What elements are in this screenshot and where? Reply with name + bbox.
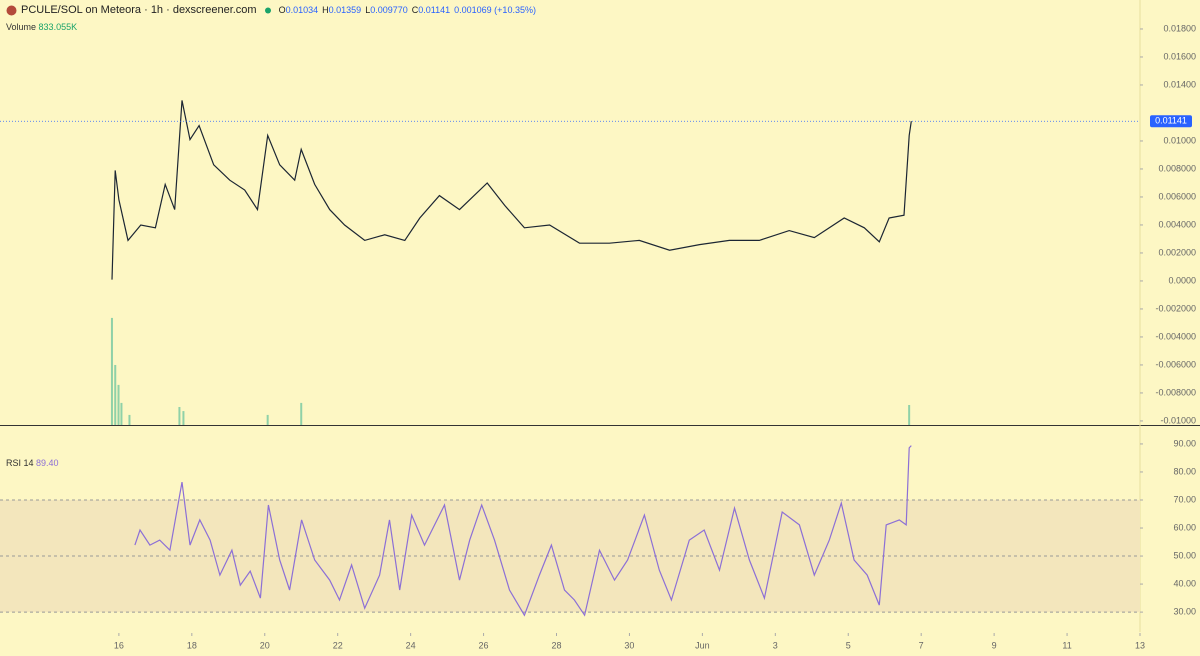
volume-bar [110,317,113,425]
y-tick-label: 60.00 [1173,522,1196,532]
y-tick-label: 70.00 [1173,494,1196,504]
y-tick-label: 0.01800 [1163,23,1196,33]
y-tick-label: -0.002000 [1155,303,1196,313]
ohlc-value: 0.01141 [418,5,451,15]
last-price-label: 0.01141 [1155,116,1187,126]
y-tick-label: 90.00 [1173,438,1196,448]
x-tick-label: 11 [1062,640,1071,650]
y-tick-label: 50.00 [1173,550,1196,560]
ohlc-value: 0.009770 [370,5,408,15]
y-tick-label: 0.002000 [1158,247,1196,257]
ohlc-label: H [322,5,329,15]
volume-bar [300,402,303,425]
y-tick-label: -0.008000 [1155,387,1196,397]
x-tick-label: 7 [919,640,924,650]
y-tick-label: 80.00 [1173,466,1196,476]
ohlc-label: O [278,5,286,15]
x-tick-label: Jun [695,640,710,650]
y-tick-label: -0.01000 [1160,415,1196,425]
x-tick-label: 20 [260,640,270,650]
y-tick-label: -0.006000 [1155,359,1196,369]
series-line [111,100,912,280]
x-tick-label: 3 [773,640,778,650]
ohlc-value: 0.01034 [285,5,319,15]
x-tick-label: 24 [406,640,416,650]
x-tick-label: 30 [624,640,634,650]
x-tick-label: 13 [1135,640,1145,650]
y-tick-label: 0.01400 [1163,79,1196,89]
status-dot [264,7,271,13]
x-tick-label: 28 [551,640,561,650]
volume-bar [266,414,269,425]
y-tick-label: 30.00 [1173,606,1196,616]
ohlc-label: L [365,5,371,15]
last-price-box [1150,115,1192,128]
ohlc-c: C0.01141 [412,5,450,15]
series-line [134,445,912,617]
y-tick-label: 0.004000 [1158,219,1196,229]
ohlc-l: L0.009770 [365,5,408,15]
y-tick-label: 0.008000 [1158,163,1196,173]
y-tick-label: -0.004000 [1155,331,1196,341]
x-tick-label: 22 [333,640,343,650]
volume-bar [120,402,123,425]
volume-value: 833.055K [38,22,78,32]
volume-bar [114,364,117,425]
x-tick-label: 9 [992,640,997,650]
y-tick-label: 0.0000 [1168,275,1196,285]
ohlc-value: 0.01359 [328,5,362,15]
volume-bar [117,384,120,425]
x-tick-label: 16 [114,640,124,650]
ohlc-o: O0.01034 [279,5,319,15]
title: PCULE/SOL on Meteora · 1h · dexscreener.… [21,4,257,16]
volume-legend: Volume 833.055K [6,22,77,32]
ohlc-label: C [411,5,419,15]
y-tick-label: 40.00 [1173,578,1196,588]
change: 0.001069 (+10.35%) [454,5,536,15]
volume-bar [908,404,911,425]
volume-title: Volume [6,22,37,32]
volume-bar [178,406,181,425]
ohlc-h: H0.01359 [322,5,361,15]
rsi-title: RSI 14 [6,458,34,468]
x-tick-label: 5 [846,640,851,650]
logo [6,5,17,15]
rsi-value: 89.40 [36,458,59,468]
x-tick-label: 26 [479,640,489,650]
y-tick-label: 0.006000 [1158,191,1196,201]
x-tick-label: 18 [187,640,197,650]
volume-bar [182,411,185,425]
header: PCULE/SOL on Meteora · 1h · dexscreener.… [6,4,536,16]
rsi-legend: RSI 14 89.40 [6,458,59,468]
y-tick-label: 0.01600 [1163,51,1196,61]
volume-bar [128,414,131,425]
y-tick-label: 0.01000 [1163,135,1196,145]
